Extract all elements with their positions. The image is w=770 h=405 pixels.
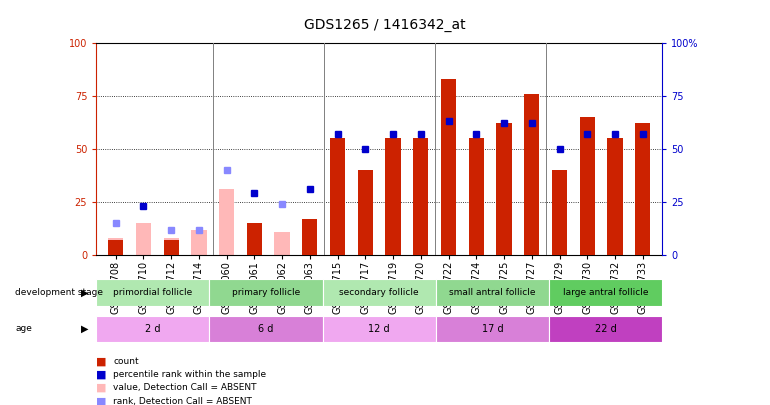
Bar bbox=[303, 219, 317, 255]
Text: rank, Detection Call = ABSENT: rank, Detection Call = ABSENT bbox=[113, 397, 252, 405]
Text: 12 d: 12 d bbox=[368, 324, 390, 334]
Text: percentile rank within the sample: percentile rank within the sample bbox=[113, 370, 266, 379]
Text: ▶: ▶ bbox=[81, 324, 89, 334]
Bar bbox=[246, 230, 262, 255]
Text: ■: ■ bbox=[96, 370, 107, 379]
Bar bbox=[191, 230, 206, 255]
Bar bbox=[497, 123, 512, 255]
Bar bbox=[323, 316, 436, 342]
Bar bbox=[136, 223, 151, 255]
Bar bbox=[413, 138, 428, 255]
Text: ■: ■ bbox=[96, 396, 107, 405]
Bar bbox=[549, 279, 662, 306]
Text: value, Detection Call = ABSENT: value, Detection Call = ABSENT bbox=[113, 384, 256, 392]
Bar bbox=[108, 240, 123, 255]
Text: ■: ■ bbox=[96, 383, 107, 393]
Text: secondary follicle: secondary follicle bbox=[340, 288, 419, 297]
Bar bbox=[96, 279, 209, 306]
Bar bbox=[209, 316, 323, 342]
Bar bbox=[358, 170, 373, 255]
Bar bbox=[323, 279, 436, 306]
Text: count: count bbox=[113, 357, 139, 366]
Bar bbox=[163, 238, 179, 255]
Text: primary follicle: primary follicle bbox=[232, 288, 300, 297]
Text: large antral follicle: large antral follicle bbox=[563, 288, 648, 297]
Bar bbox=[246, 223, 262, 255]
Bar bbox=[219, 189, 234, 255]
Bar bbox=[274, 232, 290, 255]
Text: 6 d: 6 d bbox=[259, 324, 273, 334]
Text: GDS1265 / 1416342_at: GDS1265 / 1416342_at bbox=[304, 18, 466, 32]
Bar bbox=[552, 170, 567, 255]
Text: age: age bbox=[15, 324, 32, 333]
Text: primordial follicle: primordial follicle bbox=[113, 288, 192, 297]
Bar bbox=[580, 117, 595, 255]
Text: ■: ■ bbox=[96, 356, 107, 366]
Text: development stage: development stage bbox=[15, 288, 103, 297]
Text: ▶: ▶ bbox=[81, 288, 89, 297]
Bar bbox=[330, 138, 345, 255]
Text: 2 d: 2 d bbox=[145, 324, 161, 334]
Bar bbox=[436, 316, 549, 342]
Bar bbox=[524, 94, 540, 255]
Bar bbox=[549, 316, 662, 342]
Bar bbox=[108, 238, 123, 255]
Bar bbox=[209, 279, 323, 306]
Text: 17 d: 17 d bbox=[481, 324, 504, 334]
Bar bbox=[96, 316, 209, 342]
Bar bbox=[635, 123, 651, 255]
Text: 22 d: 22 d bbox=[594, 324, 617, 334]
Text: small antral follicle: small antral follicle bbox=[449, 288, 536, 297]
Bar bbox=[441, 79, 456, 255]
Bar bbox=[436, 279, 549, 306]
Bar bbox=[469, 138, 484, 255]
Bar bbox=[608, 138, 623, 255]
Bar bbox=[163, 240, 179, 255]
Bar bbox=[386, 138, 400, 255]
